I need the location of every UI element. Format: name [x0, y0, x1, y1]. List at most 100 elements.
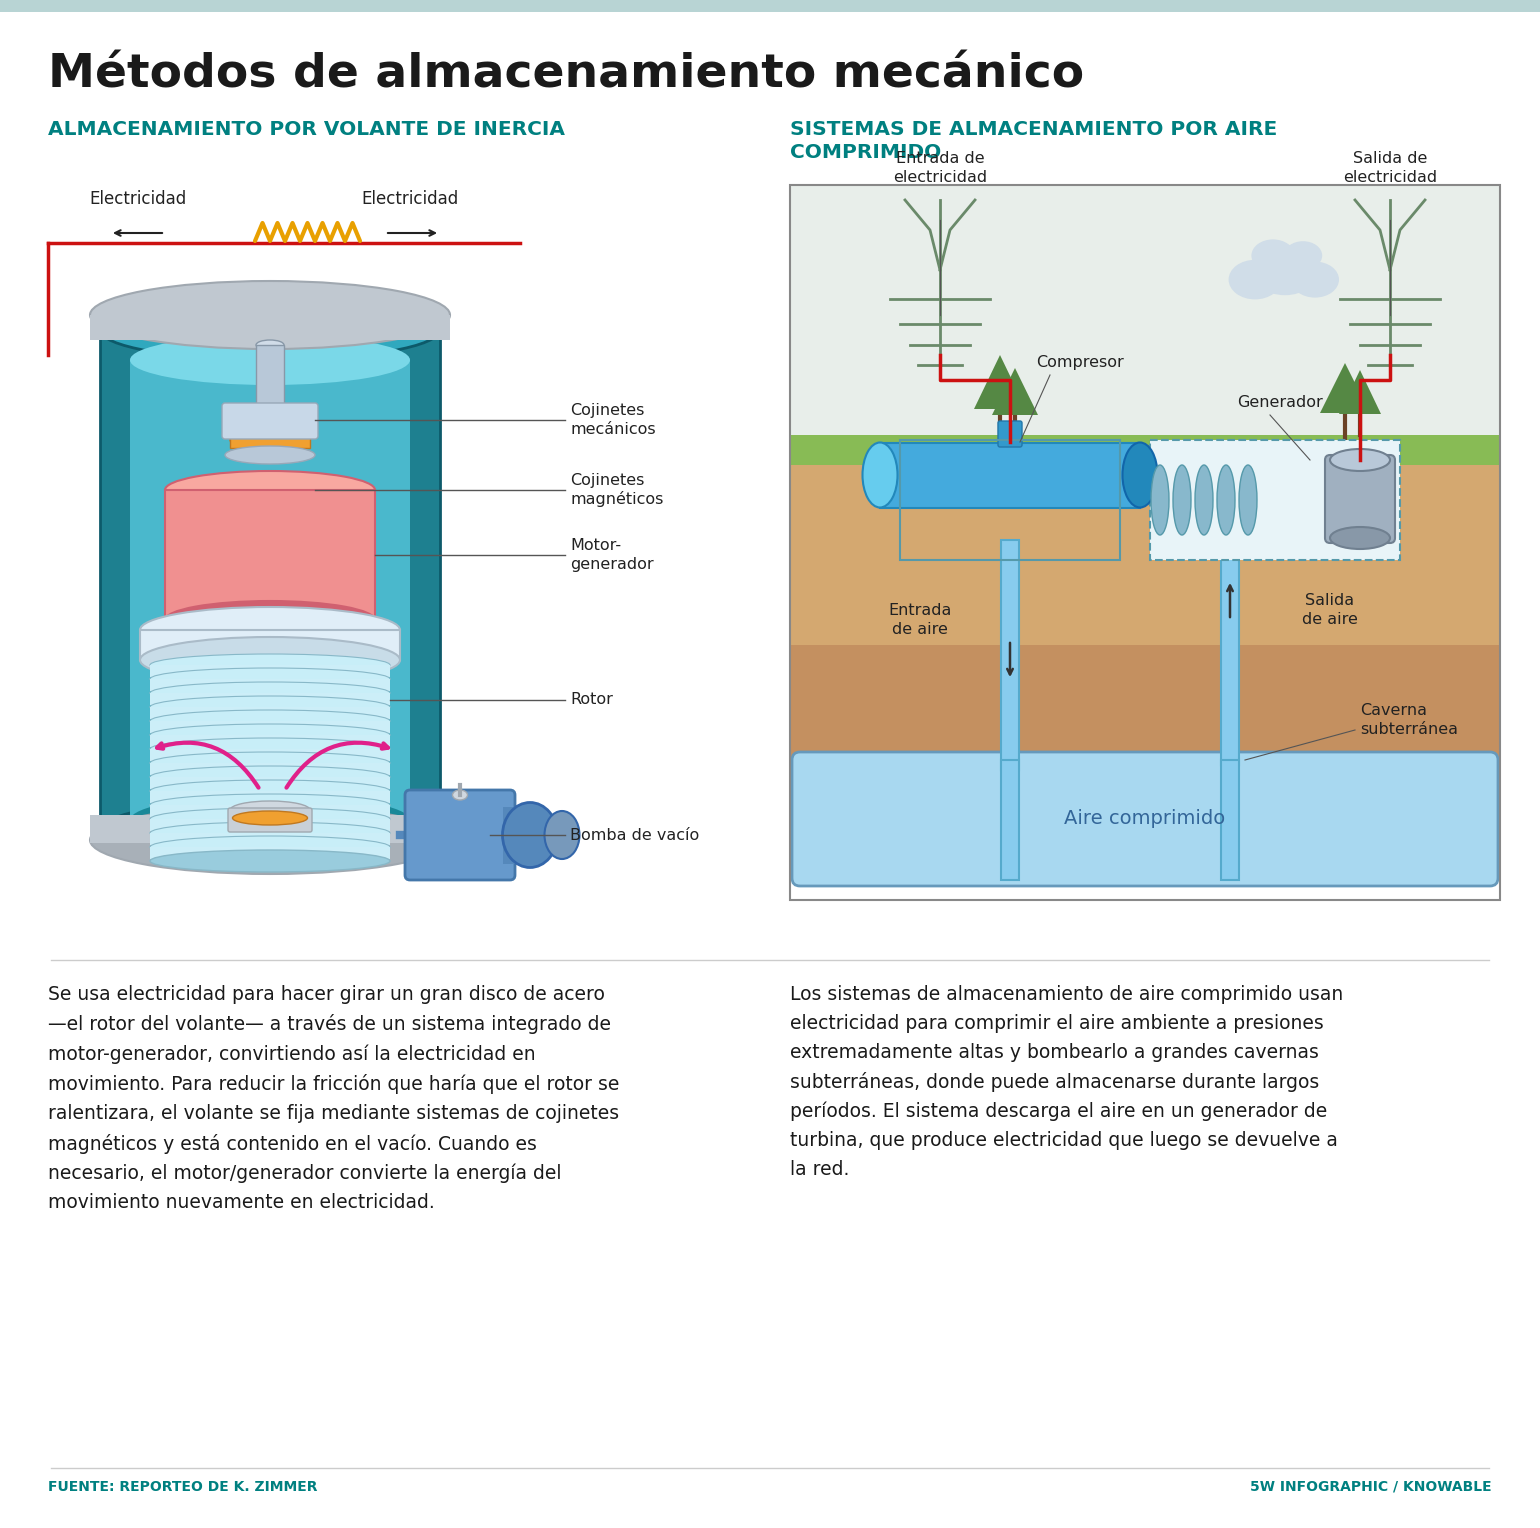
Polygon shape: [992, 368, 1038, 416]
Ellipse shape: [165, 471, 376, 509]
Text: Rotor: Rotor: [570, 692, 613, 707]
Text: ALMACENAMIENTO POR VOLANTE DE INERCIA: ALMACENAMIENTO POR VOLANTE DE INERCIA: [48, 121, 565, 139]
Text: Cojinetes
magnéticos: Cojinetes magnéticos: [570, 472, 664, 507]
FancyBboxPatch shape: [149, 665, 390, 677]
Ellipse shape: [1123, 443, 1158, 507]
Polygon shape: [1338, 370, 1381, 414]
Text: Aire comprimido: Aire comprimido: [1064, 810, 1226, 828]
FancyBboxPatch shape: [405, 790, 514, 880]
FancyBboxPatch shape: [149, 778, 390, 788]
Ellipse shape: [89, 805, 450, 874]
Ellipse shape: [165, 601, 376, 639]
Ellipse shape: [1331, 527, 1391, 549]
Text: Cojinetes
mecánicos: Cojinetes mecánicos: [570, 403, 656, 437]
FancyBboxPatch shape: [1150, 440, 1400, 559]
FancyBboxPatch shape: [1001, 759, 1019, 880]
FancyBboxPatch shape: [256, 345, 283, 405]
Text: Los sistemas de almacenamiento de aire comprimido usan
electricidad para comprim: Los sistemas de almacenamiento de aire c…: [790, 986, 1343, 1180]
Ellipse shape: [149, 795, 390, 816]
Ellipse shape: [1173, 465, 1190, 535]
Ellipse shape: [1217, 465, 1235, 535]
Ellipse shape: [89, 281, 450, 348]
FancyBboxPatch shape: [0, 0, 1540, 12]
Text: Salida
de aire: Salida de aire: [1301, 593, 1358, 626]
Ellipse shape: [149, 654, 390, 675]
FancyBboxPatch shape: [89, 814, 450, 843]
Ellipse shape: [1150, 465, 1169, 535]
Text: 5W INFOGRAPHIC / KNOWABLE: 5W INFOGRAPHIC / KNOWABLE: [1250, 1481, 1492, 1494]
Text: Métodos de almacenamiento mecánico: Métodos de almacenamiento mecánico: [48, 52, 1084, 96]
FancyBboxPatch shape: [149, 805, 390, 817]
Ellipse shape: [862, 443, 898, 507]
FancyBboxPatch shape: [1221, 539, 1240, 766]
Ellipse shape: [225, 446, 316, 465]
Text: FUENTE: REPORTEO DE K. ZIMMER: FUENTE: REPORTEO DE K. ZIMMER: [48, 1481, 317, 1494]
Ellipse shape: [233, 811, 308, 825]
Text: Se usa electricidad para hacer girar un gran disco de acero
—el rotor del volant: Se usa electricidad para hacer girar un …: [48, 986, 619, 1212]
Ellipse shape: [1284, 241, 1323, 270]
Ellipse shape: [149, 668, 390, 691]
FancyBboxPatch shape: [790, 645, 1500, 766]
Text: Generador: Generador: [1237, 396, 1323, 410]
Ellipse shape: [229, 801, 310, 819]
FancyBboxPatch shape: [149, 833, 390, 845]
FancyBboxPatch shape: [100, 330, 440, 830]
FancyBboxPatch shape: [149, 819, 390, 831]
Ellipse shape: [225, 406, 316, 423]
Text: Entrada
de aire: Entrada de aire: [889, 604, 952, 637]
Ellipse shape: [256, 341, 283, 350]
Ellipse shape: [140, 637, 400, 683]
FancyBboxPatch shape: [229, 429, 310, 448]
FancyBboxPatch shape: [165, 490, 376, 620]
FancyBboxPatch shape: [1221, 759, 1240, 880]
Ellipse shape: [453, 790, 468, 801]
FancyBboxPatch shape: [149, 721, 390, 733]
Text: Salida de
electricidad: Salida de electricidad: [1343, 151, 1437, 185]
FancyBboxPatch shape: [790, 185, 1500, 465]
Text: SISTEMAS DE ALMACENAMIENTO POR AIRE
COMPRIMIDO: SISTEMAS DE ALMACENAMIENTO POR AIRE COMP…: [790, 121, 1277, 162]
FancyBboxPatch shape: [149, 735, 390, 747]
FancyBboxPatch shape: [222, 403, 317, 439]
Ellipse shape: [149, 808, 390, 830]
FancyBboxPatch shape: [149, 694, 390, 704]
FancyBboxPatch shape: [149, 678, 390, 691]
Ellipse shape: [1291, 261, 1338, 298]
FancyBboxPatch shape: [1324, 455, 1395, 542]
FancyBboxPatch shape: [129, 361, 410, 821]
Text: Electricidad: Electricidad: [89, 189, 186, 208]
Text: Compresor: Compresor: [1036, 354, 1124, 370]
Ellipse shape: [1252, 240, 1295, 272]
Ellipse shape: [149, 695, 390, 718]
Ellipse shape: [140, 607, 400, 652]
Polygon shape: [973, 354, 1026, 410]
Text: Bomba de vacío: Bomba de vacío: [570, 828, 699, 842]
FancyBboxPatch shape: [149, 847, 390, 859]
FancyBboxPatch shape: [89, 315, 450, 341]
FancyBboxPatch shape: [792, 752, 1498, 886]
Ellipse shape: [149, 779, 390, 802]
Ellipse shape: [129, 335, 410, 385]
Ellipse shape: [149, 711, 390, 732]
FancyBboxPatch shape: [228, 808, 313, 833]
Ellipse shape: [1240, 465, 1257, 535]
FancyBboxPatch shape: [140, 630, 400, 660]
Ellipse shape: [149, 766, 390, 788]
Ellipse shape: [129, 795, 410, 845]
FancyBboxPatch shape: [879, 443, 1140, 507]
Ellipse shape: [149, 822, 390, 843]
Ellipse shape: [149, 752, 390, 775]
FancyBboxPatch shape: [1001, 539, 1019, 770]
FancyBboxPatch shape: [504, 807, 533, 863]
Ellipse shape: [1195, 465, 1214, 535]
FancyBboxPatch shape: [998, 422, 1023, 448]
FancyBboxPatch shape: [790, 435, 1500, 465]
Text: Caverna
subterránea: Caverna subterránea: [1360, 703, 1458, 736]
FancyBboxPatch shape: [149, 792, 390, 804]
Ellipse shape: [1331, 449, 1391, 471]
FancyBboxPatch shape: [149, 762, 390, 775]
Ellipse shape: [100, 801, 440, 860]
Ellipse shape: [502, 802, 557, 868]
Ellipse shape: [229, 431, 310, 449]
Ellipse shape: [545, 811, 579, 859]
Polygon shape: [1320, 364, 1371, 413]
